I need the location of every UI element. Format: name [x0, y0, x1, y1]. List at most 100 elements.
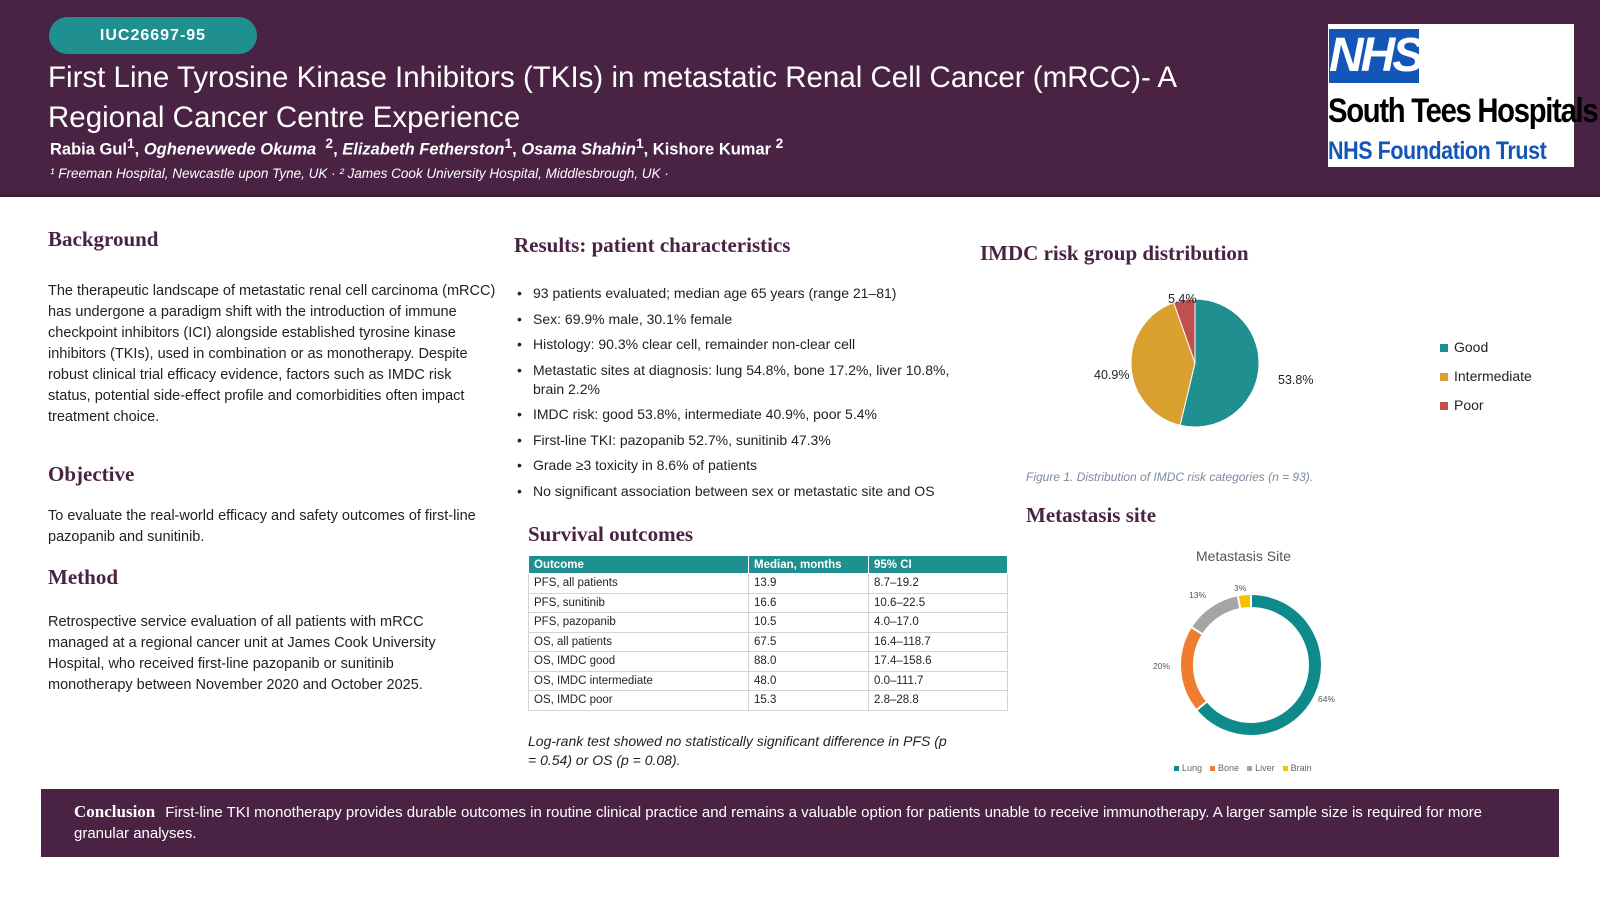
poster-title: First Line Tyrosine Kinase Inhibitors (T…	[48, 61, 1176, 134]
table-cell: 2.8–28.8	[868, 690, 1008, 711]
table-cell: 15.3	[748, 690, 869, 711]
legend-swatch	[1174, 766, 1179, 772]
legend-item-poor: Poor	[1440, 391, 1532, 420]
table-row: PFS, all patients 13.9 8.7–19.2	[528, 573, 1008, 594]
legend-label: Bone	[1218, 763, 1240, 773]
author-name: Kishore Kumar	[652, 140, 772, 159]
legend-label: Lung	[1182, 763, 1203, 773]
legend-swatch	[1440, 401, 1448, 410]
table-cell: 10.5	[748, 612, 869, 633]
donut-data-label: 20%	[1153, 661, 1171, 671]
background-heading: Background	[48, 227, 159, 251]
table-cell: 67.5	[748, 631, 869, 652]
table-cell: PFS, sunitinib	[528, 592, 749, 613]
legend-item-liver: Liver	[1247, 763, 1275, 773]
results-list: 93 patients evaluated; median age 65 yea…	[517, 284, 957, 507]
objective-text: To evaluate the real-world efficacy and …	[48, 508, 476, 545]
legend-label: Intermediate	[1454, 368, 1532, 384]
donut-segment-liver	[1189, 594, 1242, 636]
metastasis-heading: Metastasis site	[1026, 503, 1157, 527]
list-item: No significant association between sex o…	[517, 482, 957, 501]
table-cell: OS, IMDC intermediate	[528, 670, 749, 691]
donut-chart-title: Metastasis Site	[1196, 548, 1291, 564]
logo-trust-name: South Tees Hospitals	[1328, 92, 1599, 130]
author-name: Elizabeth Fetherston	[342, 140, 505, 159]
affiliations: ¹ Freeman Hospital, Newcastle upon Tyne,…	[50, 166, 669, 181]
author-affiliation-mark: 2	[775, 136, 784, 151]
pie-slice-good	[1179, 298, 1260, 428]
table-cell: 16.6	[748, 592, 869, 613]
survival-heading: Survival outcomes	[528, 522, 694, 546]
donut-data-label: 64%	[1318, 694, 1336, 704]
table-cell: PFS, all patients	[528, 573, 749, 594]
list-item: 93 patients evaluated; median age 65 yea…	[517, 284, 957, 303]
pie-slice-intermediate	[1130, 302, 1196, 426]
legend-item-intermediate: Intermediate	[1440, 362, 1532, 391]
legend-swatch	[1440, 343, 1448, 352]
list-item: Grade ≥3 toxicity in 8.6% of patients	[517, 456, 957, 475]
table-cell: OS, all patients	[528, 631, 749, 652]
list-item: First-line TKI: pazopanib 52.7%, sunitin…	[517, 431, 957, 450]
table-cell: 4.0–17.0	[868, 612, 1008, 633]
table-cell: 48.0	[748, 670, 869, 691]
list-item: Metastatic sites at diagnosis: lung 54.8…	[517, 361, 957, 399]
list-item: IMDC risk: good 53.8%, intermediate 40.9…	[517, 405, 957, 424]
author-affiliation-mark: 2	[325, 136, 334, 151]
table-cell: 8.7–19.2	[868, 573, 1008, 594]
table-row: PFS, pazopanib 10.5 4.0–17.0	[528, 612, 1008, 633]
pie-slice-poor	[1173, 298, 1196, 364]
logrank-note: Log-rank test showed no statistically si…	[528, 733, 947, 768]
table-cell: 88.0	[748, 651, 869, 672]
metastasis-donut-chart	[1179, 592, 1323, 737]
table-header-row: Outcome Median, months 95% CI	[528, 555, 1008, 574]
conclusion-text: First-line TKI monotherapy provides dura…	[74, 804, 1483, 842]
author-list: Rabia Gul1, Oghenevwede Okuma 2, Elizabe…	[50, 136, 784, 159]
column-header: Median, months	[748, 555, 869, 574]
legend-item-bone: Bone	[1210, 763, 1239, 773]
survival-table: Outcome Median, months 95% CI PFS, all p…	[528, 555, 1008, 711]
author-affiliation-mark: 1	[504, 136, 513, 151]
abstract-code-badge: IUC26697-95	[49, 17, 257, 54]
column-header: 95% CI	[868, 555, 1008, 574]
legend-label: Liver	[1255, 763, 1275, 773]
legend-swatch	[1210, 766, 1216, 772]
list-item: Histology: 90.3% clear cell, remainder n…	[517, 335, 957, 354]
legend-label: Poor	[1454, 397, 1484, 413]
table-row: OS, IMDC good 88.0 17.4–158.6	[528, 651, 1008, 672]
table-cell: 13.9	[748, 573, 869, 594]
table-cell: OS, IMDC poor	[528, 690, 749, 711]
legend-label: Brain	[1290, 763, 1312, 773]
donut-legend: Lung Bone Liver Brain	[1174, 763, 1312, 773]
table-cell: 16.4–118.7	[868, 631, 1008, 652]
author-name: Osama Shahin	[521, 140, 636, 159]
donut-segment-bone	[1179, 625, 1209, 712]
results-heading: Results: patient characteristics	[514, 233, 791, 257]
table-cell: PFS, pazopanib	[528, 612, 749, 633]
author-affiliation-mark: 1	[635, 136, 644, 151]
legend-label: Good	[1454, 339, 1489, 355]
table-cell: 0.0–111.7	[868, 670, 1008, 691]
method-text: Retrospective service evaluation of all …	[48, 614, 436, 693]
conclusion-heading: Conclusion	[74, 802, 156, 821]
legend-item-brain: Brain	[1282, 763, 1312, 773]
imdc-pie-chart	[1130, 298, 1260, 428]
pie-data-label: 40.9%	[1094, 368, 1130, 382]
method-heading: Method	[48, 565, 118, 589]
conclusion-box: Conclusion First-line TKI monotherapy pro…	[41, 789, 1559, 857]
donut-data-label: 13%	[1189, 590, 1207, 600]
legend-swatch	[1247, 766, 1253, 772]
imdc-legend: Good Intermediate Poor	[1440, 333, 1532, 420]
logo-trust-subtitle: NHS Foundation Trust	[1328, 137, 1547, 165]
background-text: The therapeutic landscape of metastatic …	[48, 283, 496, 425]
legend-item-good: Good	[1440, 333, 1532, 362]
author-affiliation-mark: 1	[127, 136, 135, 151]
table-row: OS, IMDC intermediate 48.0 0.0–111.7	[528, 670, 1008, 691]
table-row: PFS, sunitinib 16.6 10.6–22.5	[528, 592, 1008, 613]
table-row: OS, IMDC poor 15.3 2.8–28.8	[528, 690, 1008, 711]
author-name: Rabia Gul	[50, 140, 128, 159]
table-cell: 17.4–158.6	[868, 651, 1008, 672]
column-header: Outcome	[528, 555, 749, 574]
objective-heading: Objective	[48, 462, 135, 486]
nhs-logo: NHS South Tees Hospitals NHS Foundation …	[1328, 24, 1599, 167]
legend-swatch	[1282, 766, 1288, 772]
